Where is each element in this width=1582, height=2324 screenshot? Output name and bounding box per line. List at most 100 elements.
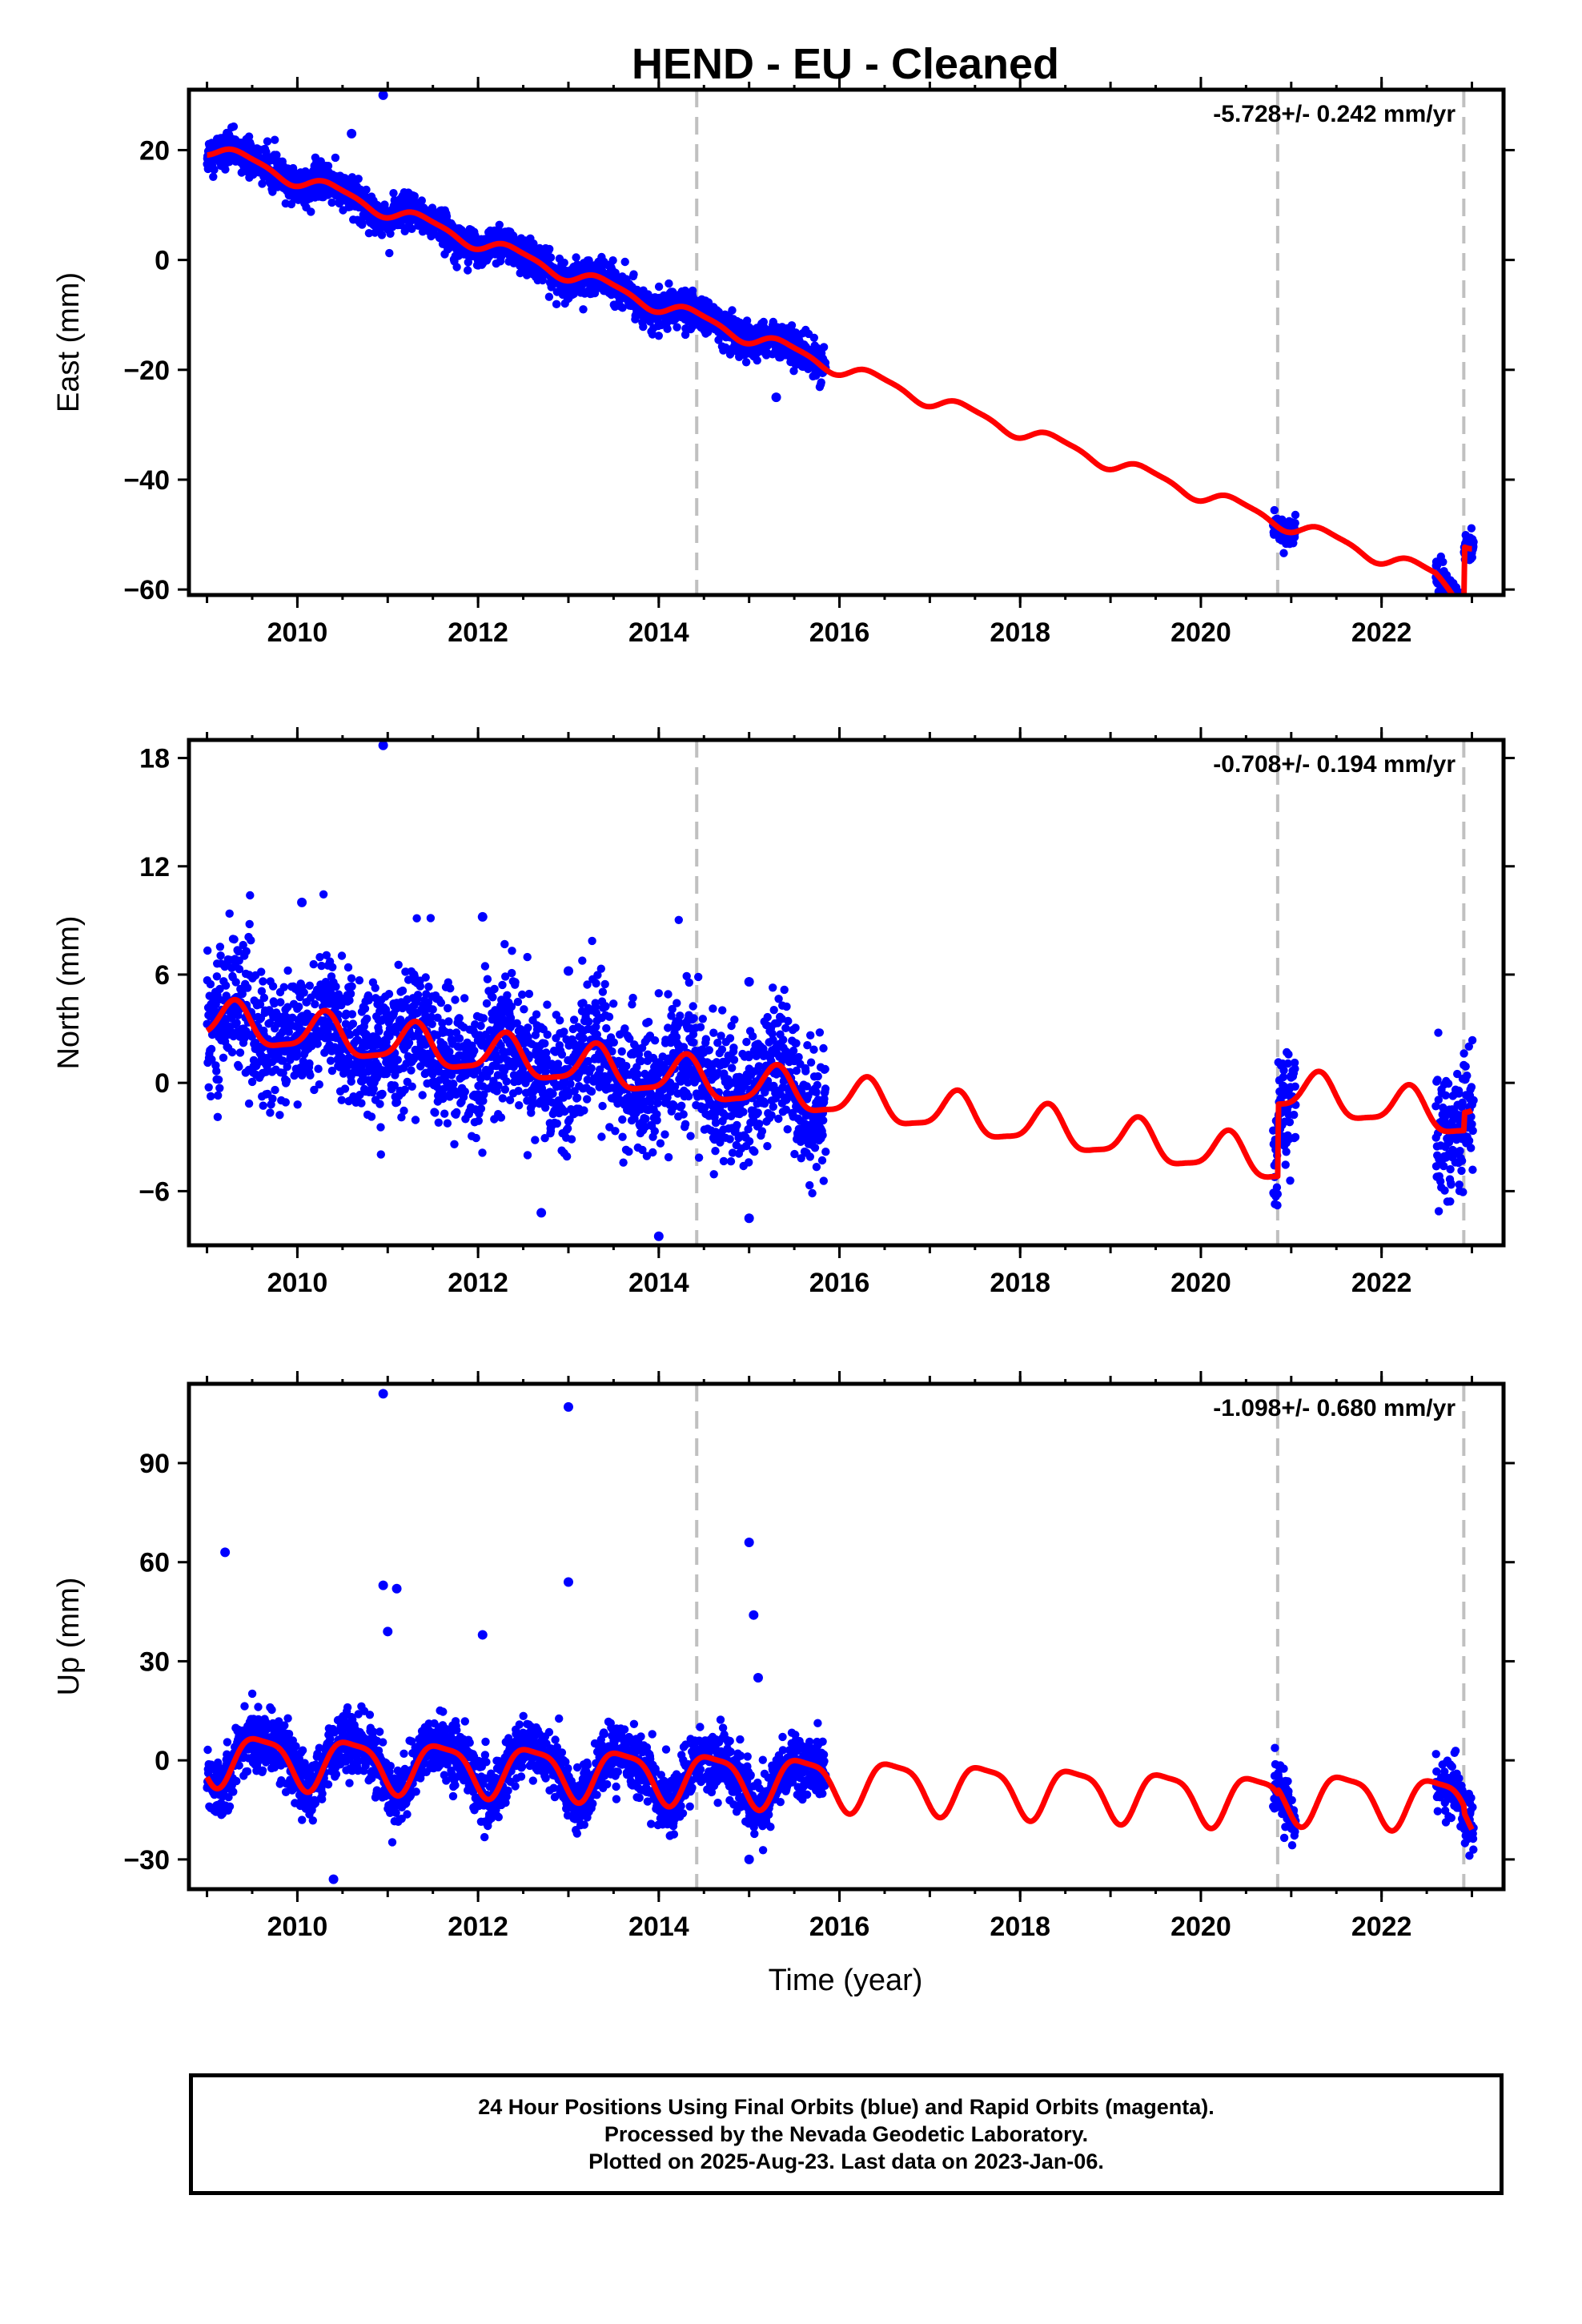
north-observation-point <box>584 1017 593 1027</box>
north-observation-point <box>513 997 523 1007</box>
north-observation-point <box>705 1046 713 1055</box>
north-observation-point <box>733 1120 741 1130</box>
north-observation-point <box>411 1116 420 1124</box>
east-observation-point <box>572 253 580 262</box>
north-observation-point <box>598 1101 607 1111</box>
north-observation-point <box>717 1045 727 1054</box>
north-observation-point <box>470 1046 479 1055</box>
north-observation-point <box>292 1051 302 1060</box>
east-observation-point <box>579 305 588 314</box>
east-observation-point <box>307 207 315 216</box>
east-observation-point <box>1458 609 1466 617</box>
north-observation-point <box>718 1006 727 1015</box>
east-observation-point <box>1457 601 1465 609</box>
north-observation-point <box>515 1101 524 1110</box>
north-observation-point <box>446 984 455 993</box>
north-observation-point <box>598 987 608 996</box>
north-observation-point <box>344 1053 354 1062</box>
east-observation-point <box>1279 549 1288 557</box>
north-observation-point <box>579 1034 588 1043</box>
north-observation-point <box>567 1135 576 1144</box>
north-observation-point <box>641 1114 650 1124</box>
north-observation-point <box>337 1001 346 1010</box>
north-observation-point <box>679 1110 688 1119</box>
north-observation-point <box>1433 1076 1442 1084</box>
north-observation-point <box>604 1012 614 1021</box>
north-observation-point <box>1291 1082 1299 1092</box>
north-observation-point <box>317 961 326 971</box>
north-observation-point <box>726 1157 736 1166</box>
east-x-tick-label: 2014 <box>628 617 689 648</box>
north-observation-point <box>436 999 446 1007</box>
north-observation-point <box>279 1056 287 1065</box>
north-observation-point <box>794 1052 803 1062</box>
east-observation-point <box>1459 597 1467 605</box>
north-observation-point <box>375 1027 383 1036</box>
north-observation-point <box>440 1109 449 1118</box>
east-outlier-point <box>378 90 388 100</box>
east-observation-point <box>1455 601 1463 609</box>
north-observation-point <box>266 1108 275 1117</box>
east-observation-point <box>386 229 395 238</box>
north-observation-point <box>769 1006 778 1015</box>
north-observation-point <box>821 1064 829 1074</box>
north-observation-point <box>511 978 520 987</box>
north-observation-point <box>745 1137 754 1146</box>
north-observation-point <box>234 947 243 956</box>
north-observation-point <box>207 1055 216 1064</box>
north-observation-point <box>230 935 239 944</box>
north-observation-point <box>817 1156 827 1165</box>
north-observation-point <box>472 1133 480 1143</box>
north-observation-point <box>701 1035 710 1043</box>
east-observation-point <box>728 306 737 315</box>
east-observation-point <box>817 378 825 387</box>
north-observation-point <box>305 1059 314 1068</box>
north-observation-point <box>656 1139 665 1148</box>
north-observation-point <box>309 959 318 969</box>
north-observation-point <box>763 1012 772 1022</box>
north-observation-point <box>681 1120 690 1129</box>
north-observation-point <box>769 1102 777 1112</box>
north-observation-point <box>650 1036 660 1045</box>
north-observation-point <box>523 952 532 962</box>
north-observation-point <box>283 966 292 975</box>
north-observation-point <box>821 1084 830 1093</box>
north-observation-point <box>490 984 499 994</box>
north-observation-point <box>479 1014 488 1023</box>
north-observation-point <box>428 1019 436 1029</box>
north-observation-point <box>780 985 789 995</box>
north-observation-point <box>650 1127 659 1136</box>
east-x-tick-label: 2022 <box>1351 617 1412 648</box>
north-observation-point <box>340 1084 350 1093</box>
north-observation-point <box>730 1015 739 1024</box>
east-observation-point <box>263 137 272 146</box>
north-observation-point <box>455 1014 464 1023</box>
east-observations <box>203 90 1478 617</box>
north-observation-point <box>783 1125 792 1134</box>
north-observation-point <box>725 1135 734 1144</box>
north-observation-point <box>617 1047 626 1056</box>
north-observation-point <box>1290 1110 1299 1120</box>
east-outlier-point <box>347 128 357 139</box>
north-observation-point <box>1284 1050 1293 1059</box>
north-observation-point <box>689 1014 698 1023</box>
north-observation-point <box>268 982 278 991</box>
north-observation-point <box>276 998 285 1007</box>
east-observation-point <box>1457 598 1465 606</box>
north-observation-point <box>347 1010 357 1019</box>
north-observation-point <box>421 973 430 982</box>
east-observation-point <box>1443 597 1452 605</box>
north-observation-point <box>268 1094 277 1104</box>
north-observation-point <box>212 972 222 981</box>
east-observation-point <box>620 257 629 267</box>
north-observation-point <box>259 977 267 986</box>
north-observation-point <box>742 1037 751 1047</box>
north-observation-point <box>443 1119 452 1128</box>
east-observation-point <box>1439 557 1447 566</box>
east-observation-point <box>452 263 461 271</box>
north-observation-point <box>812 1088 821 1097</box>
north-observation-point <box>367 1112 376 1121</box>
north-observation-point <box>543 1030 552 1039</box>
north-observation-point <box>619 1158 628 1167</box>
